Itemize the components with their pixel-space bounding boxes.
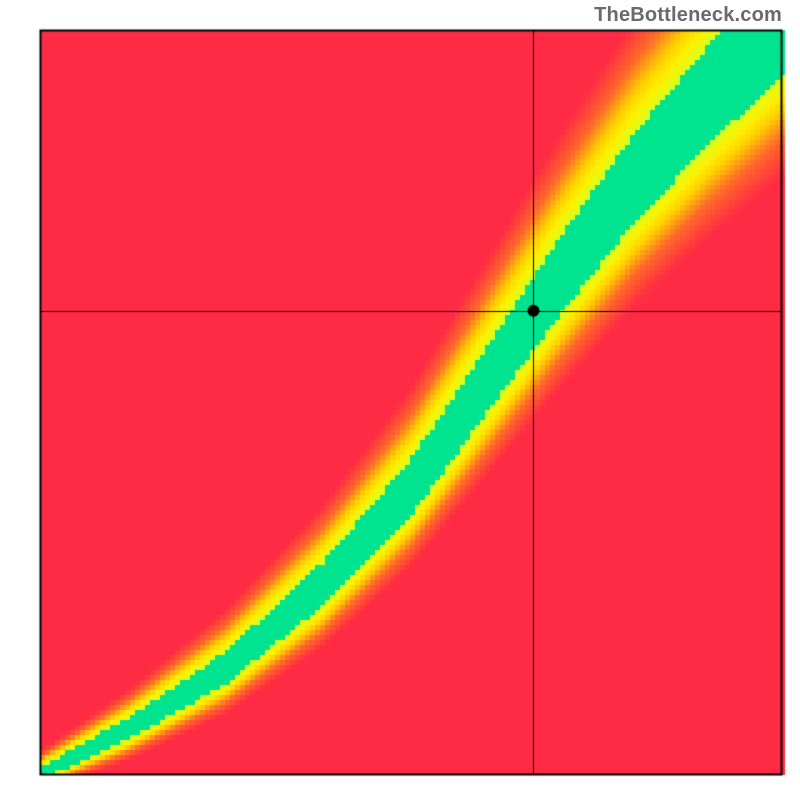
- bottleneck-heatmap: [0, 0, 800, 800]
- watermark-text: TheBottleneck.com: [594, 4, 782, 27]
